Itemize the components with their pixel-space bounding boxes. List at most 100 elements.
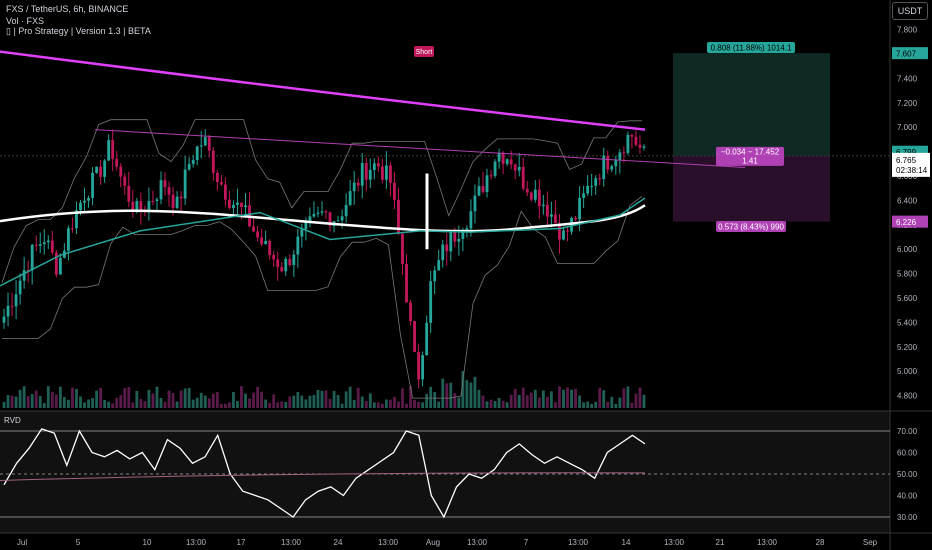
volume-bar	[364, 400, 368, 408]
candle-body	[115, 158, 119, 167]
candle-body	[525, 188, 529, 193]
candle-body	[79, 202, 82, 211]
volume-bar	[308, 395, 312, 408]
candle-body	[264, 240, 268, 245]
volume-bar	[304, 399, 308, 408]
candle-body	[582, 193, 586, 198]
candle-body	[477, 186, 481, 196]
volume-bar	[155, 386, 159, 408]
volume-bar	[493, 400, 497, 408]
candle-body	[445, 244, 449, 252]
volume-bar	[397, 401, 400, 408]
time-tick: 14	[622, 538, 631, 547]
volume-bar	[328, 398, 332, 408]
teal-ma-line	[0, 197, 646, 287]
price-tick: 5.800	[897, 270, 918, 279]
candle-body	[18, 280, 22, 295]
candle-body	[574, 217, 577, 220]
volume-bar	[344, 391, 348, 408]
candle-body	[252, 226, 255, 232]
volume-bar	[578, 395, 581, 408]
volume-bar	[622, 388, 626, 408]
volume-bar	[372, 402, 376, 408]
rvd-signal-line	[0, 472, 646, 481]
candle-body	[638, 144, 642, 148]
candle-body	[276, 259, 280, 267]
volume-bar	[437, 401, 441, 408]
entry-label-2: 1.41	[742, 156, 758, 165]
candle-body	[372, 163, 376, 171]
candle-body	[6, 305, 10, 317]
candle-body	[207, 137, 211, 151]
volume-bar	[111, 403, 115, 408]
volume-bar	[380, 403, 384, 408]
candle-body	[67, 228, 70, 251]
candle-body	[352, 182, 356, 192]
price-tick: 7.000	[897, 123, 918, 132]
volume-bar	[22, 386, 26, 408]
candle-body	[401, 233, 404, 264]
rvd-tick: 50.00	[897, 470, 918, 479]
candle-body	[405, 263, 408, 303]
candle-body	[232, 204, 235, 209]
candle-body	[457, 238, 461, 242]
candle-body	[324, 211, 328, 213]
currency-button[interactable]: USDT	[892, 2, 928, 20]
volume-bar	[159, 397, 163, 408]
candle-body	[34, 244, 38, 246]
candle-body	[155, 199, 159, 202]
volume-bar	[139, 399, 143, 408]
volume-bar	[292, 395, 296, 408]
current-price-box	[892, 152, 930, 177]
volume-bar	[175, 401, 179, 408]
candle-body	[71, 228, 74, 230]
candle-body	[26, 270, 30, 272]
last-price-tag: 6.799	[896, 148, 917, 157]
volume-bar	[537, 397, 541, 408]
candle-body	[626, 134, 630, 153]
candle-body	[541, 204, 545, 207]
volume-bar	[509, 394, 513, 408]
candle-body	[280, 266, 284, 272]
volume-bar	[598, 387, 602, 408]
volume-bar	[183, 388, 187, 408]
volume-bar	[642, 394, 646, 408]
candle-body	[223, 184, 227, 200]
candle-body	[187, 163, 191, 170]
candle-body	[179, 196, 183, 199]
entry-box	[716, 146, 784, 166]
candle-body	[135, 201, 139, 212]
strategy-label: ▯ | Pro Strategy | Version 1.3 | BETA	[6, 26, 151, 37]
candle-body	[292, 254, 296, 265]
strategy-icon: ▯	[6, 26, 14, 36]
volume-bar	[10, 395, 14, 408]
candle-body	[42, 242, 46, 245]
volume-bar	[207, 398, 211, 408]
volume-bar	[91, 398, 94, 408]
volume-bar	[324, 390, 328, 408]
volume-bar	[550, 391, 553, 408]
candle-body	[219, 182, 223, 185]
rvd-label: RVD	[4, 416, 21, 425]
volume-bar	[320, 390, 324, 408]
candle-body	[312, 213, 316, 217]
candle-body	[199, 145, 203, 147]
volume-bar	[14, 396, 18, 408]
volume-bar	[95, 390, 98, 408]
candle-body	[203, 137, 207, 146]
candle-body	[558, 223, 561, 240]
volume-bar	[79, 396, 82, 408]
candle-body	[300, 229, 304, 237]
candle-body	[175, 196, 179, 208]
candle-body	[159, 180, 163, 200]
volume-bar	[489, 399, 493, 408]
candle-body	[30, 244, 34, 271]
volume-bar	[123, 388, 127, 408]
price-tick: 5.200	[897, 343, 918, 352]
volume-bar	[445, 383, 449, 408]
candle-body	[409, 302, 412, 322]
volume-bar	[441, 378, 445, 408]
candle-body	[336, 220, 340, 222]
volume-bar	[276, 402, 280, 408]
